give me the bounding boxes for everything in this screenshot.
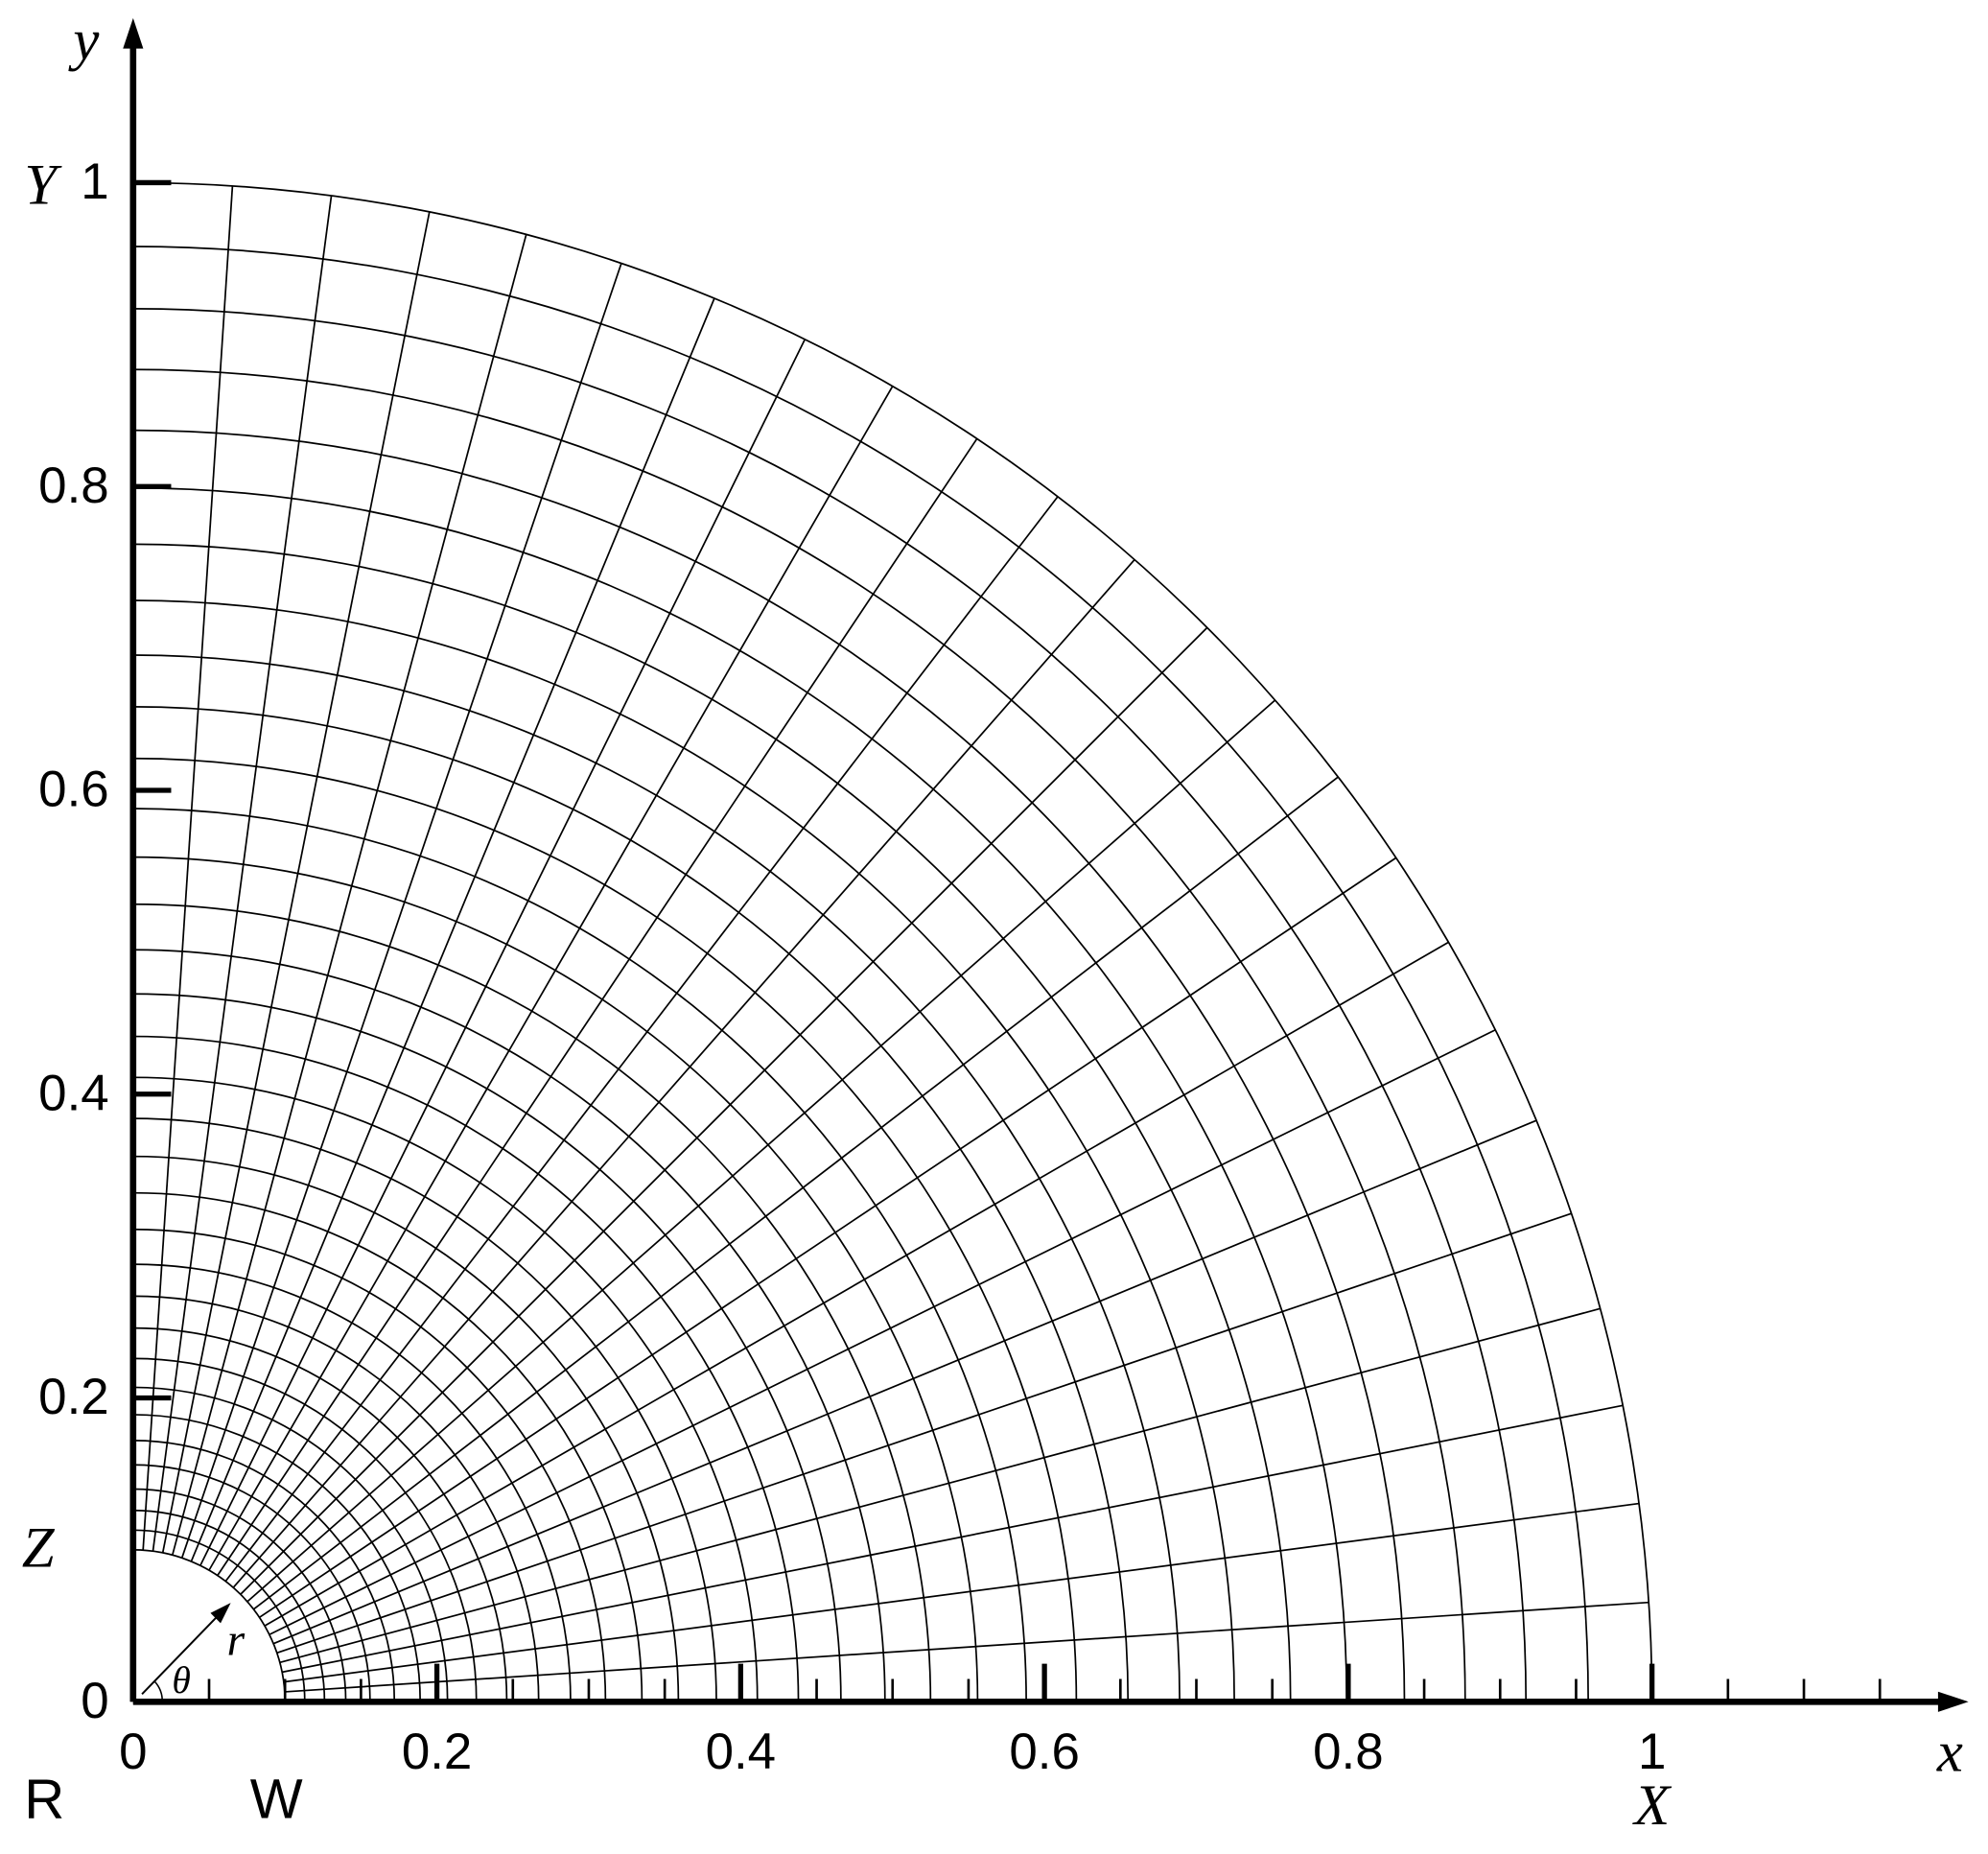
y-tick-label: 0.2 [38, 1369, 109, 1425]
y-tick-label: 0.8 [38, 458, 109, 514]
mesh-radial-line [142, 185, 234, 1551]
x-tick-label: 0.8 [1313, 1724, 1384, 1780]
y-tick-label: 0 [81, 1673, 108, 1729]
radius-arrow [141, 1614, 220, 1696]
mesh-radial-line [269, 1028, 1496, 1636]
mesh-radial-line [284, 1601, 1649, 1693]
x-tick-label: 0 [119, 1724, 147, 1780]
point-label: Y [24, 153, 62, 217]
point-label: X [1631, 1773, 1672, 1838]
mesh-radial-line [281, 1404, 1624, 1674]
mesh-radial-line [208, 386, 894, 1571]
mesh-radial-line [259, 857, 1397, 1619]
radius-arrowhead [210, 1603, 231, 1624]
x-tick-label: 0.6 [1009, 1724, 1080, 1780]
y-axis-label: y [67, 9, 100, 73]
mesh-radial-line [232, 558, 1135, 1588]
point-label: R [24, 1768, 64, 1830]
mesh-radial-line [279, 1307, 1601, 1664]
mesh-radial-line [199, 339, 807, 1566]
angle-symbol: θ [172, 1659, 190, 1701]
mesh-radial-line [190, 297, 715, 1562]
mesh-radial-line [161, 211, 431, 1554]
x-axis-arrow [1937, 1691, 1969, 1712]
x-tick-label: 0.2 [402, 1724, 473, 1780]
mesh-radial-line [217, 437, 978, 1577]
y-tick-label: 1 [81, 153, 108, 210]
x-axis-label: x [1936, 1720, 1963, 1784]
mesh-radial-line [272, 1119, 1537, 1645]
mesh-radial-line [246, 699, 1276, 1603]
mesh-radial-line [240, 626, 1208, 1595]
y-tick-label: 0.6 [38, 762, 109, 818]
mesh-radial-line [152, 195, 333, 1552]
x-tick-label: 0.4 [706, 1724, 777, 1780]
x-tick-label: 1 [1638, 1724, 1666, 1780]
y-axis-arrow [123, 17, 144, 49]
y-tick-label: 0.4 [38, 1065, 109, 1121]
mesh-radial-line [252, 776, 1339, 1610]
mesh-radial-line [276, 1212, 1572, 1655]
point-label: Z [22, 1516, 56, 1581]
mesh-radial-line [180, 263, 622, 1559]
point-label: W [250, 1768, 303, 1830]
mesh-radial-line [171, 234, 527, 1556]
radius-symbol: r [227, 1616, 246, 1666]
mesh-radial-line [283, 1502, 1640, 1683]
mesh-radial-line [224, 496, 1059, 1583]
mesh-radial-line [264, 941, 1449, 1627]
